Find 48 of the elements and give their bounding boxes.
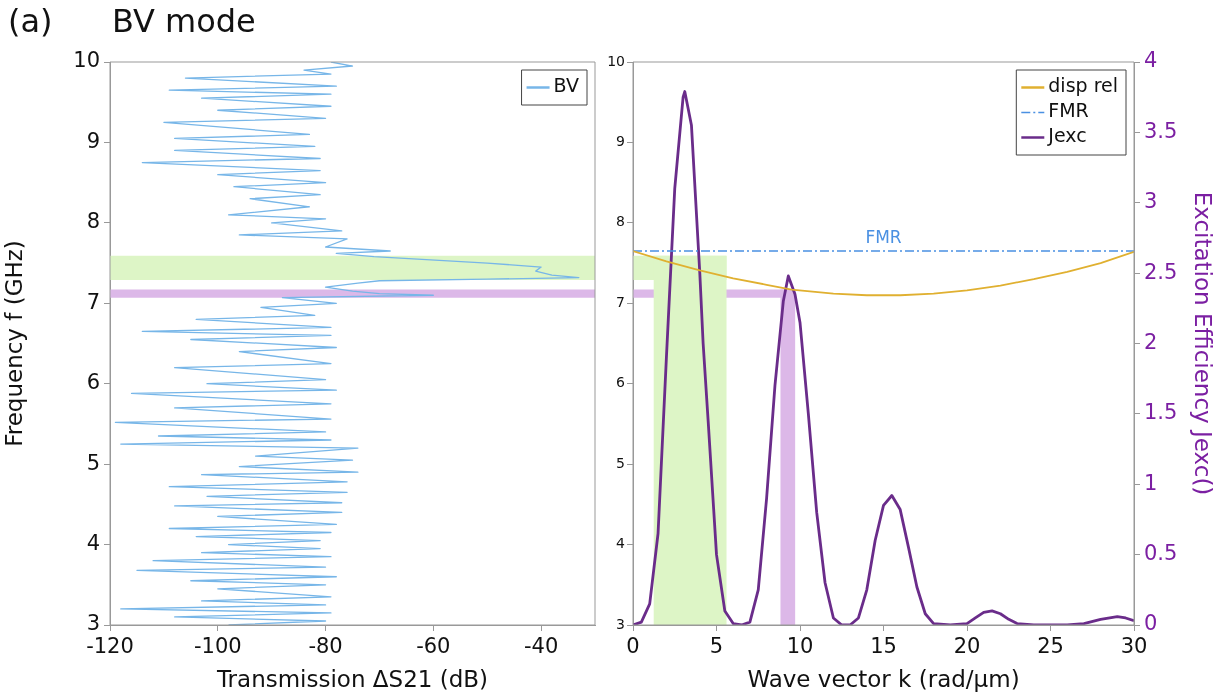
- y-tick-label: 8: [616, 213, 625, 230]
- y-tick-label: 5: [86, 450, 100, 475]
- chart-title: BV mode: [112, 2, 256, 40]
- y2-tick-label: 0: [1144, 611, 1158, 636]
- x-tick-label: -80: [308, 634, 343, 659]
- y2-tick-label: 2: [1144, 329, 1158, 354]
- y-tick-label: 3: [616, 615, 625, 632]
- y2-tick-label: 2.5: [1144, 259, 1178, 284]
- x-tick-label: 20: [953, 634, 981, 659]
- x-tick-label: -100: [193, 634, 242, 659]
- x-tick-label: 5: [709, 634, 724, 659]
- y-tick-label: 6: [616, 374, 626, 391]
- y-tick-label: 10: [607, 52, 625, 69]
- x-tick-label: 15: [870, 634, 897, 659]
- legend-label: disp rel: [1048, 74, 1118, 97]
- y2-axis-title: Excitation Efficiency Jexc(): [1190, 191, 1217, 496]
- y2-tick-label: 3.5: [1144, 118, 1178, 143]
- x-axis-title: Transmission ΔS21 (dB): [215, 666, 489, 693]
- y-tick-label: 10: [73, 48, 100, 73]
- y-tick-label: 7: [86, 289, 100, 314]
- x-tick-label: 25: [1037, 634, 1064, 659]
- y2-tick-label: 0.5: [1144, 541, 1178, 566]
- y-tick-label: 5: [616, 454, 625, 471]
- y-tick-label: 4: [86, 531, 100, 556]
- y2-tick-label: 1.5: [1144, 400, 1178, 425]
- y2-tick-label: 1: [1144, 470, 1158, 495]
- y-axis-title: Frequency f (GHz): [0, 240, 27, 447]
- legend-label: FMR: [1048, 99, 1089, 122]
- y2-tick-label: 4: [1144, 48, 1158, 73]
- x-tick-label: 0: [626, 634, 640, 659]
- y-tick-label: 8: [86, 209, 100, 234]
- x-tick-label: -40: [523, 634, 559, 659]
- legend-label: Jexc: [1047, 124, 1087, 147]
- y2-tick-label: 3: [1144, 189, 1158, 214]
- y-tick-label: 9: [86, 128, 100, 153]
- y-tick-label: 6: [86, 370, 100, 395]
- annotation: FMR: [865, 226, 902, 247]
- text: (a): [8, 2, 53, 40]
- x-tick-label: 10: [786, 634, 814, 659]
- x-tick-label: -120: [86, 634, 134, 659]
- x-tick-label: 30: [1120, 634, 1148, 659]
- x-axis-title: Wave vector k (rad/µm): [747, 666, 1020, 693]
- y-tick-label: 3: [86, 611, 100, 636]
- y-tick-label: 9: [616, 133, 625, 150]
- legend-label: BV: [553, 74, 580, 97]
- x-tick-label: -60: [416, 634, 451, 659]
- y-tick-label: 7: [616, 293, 625, 310]
- y-tick-label: 4: [616, 535, 626, 552]
